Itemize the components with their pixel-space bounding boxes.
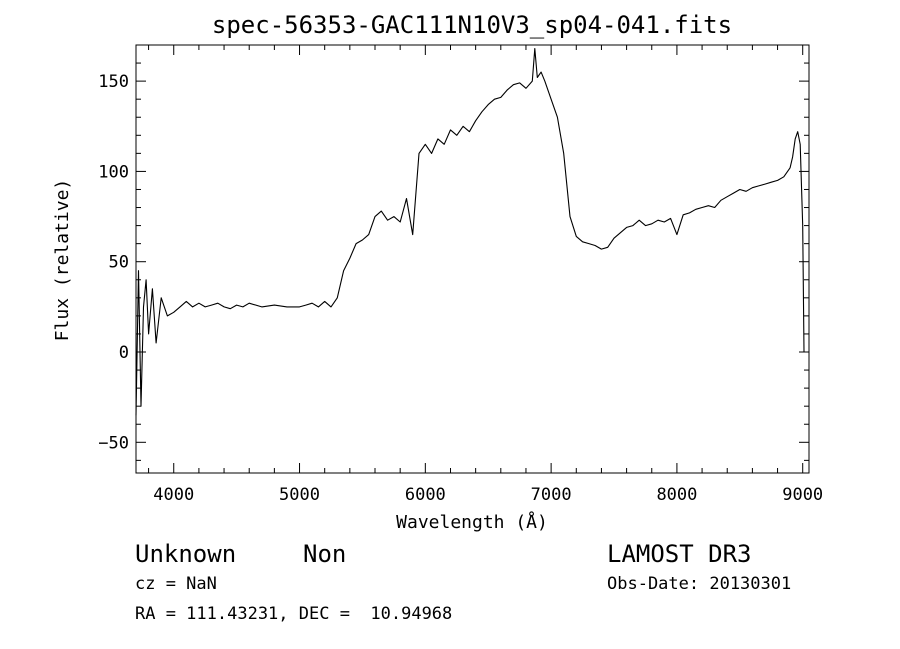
x-tick-label: 4000 [153, 485, 194, 505]
y-tick-label: −50 [98, 433, 129, 453]
object-class: Unknown [135, 540, 237, 568]
axis-ticks [136, 44, 809, 473]
x-axis-label: Wavelength (Å) [396, 511, 548, 533]
y-axis-label: Flux (relative) [52, 179, 73, 342]
x-tick-label: 7000 [531, 485, 572, 505]
plot-frame [135, 44, 810, 474]
y-tick-label: 50 [109, 253, 129, 273]
redshift-value: cz = NaN [135, 574, 217, 594]
y-tick-label: 100 [98, 162, 129, 182]
spectrum-line [135, 48, 805, 416]
x-tick-label: 8000 [656, 485, 697, 505]
observation-date: Obs-Date: 20130301 [607, 574, 792, 594]
chart-title: spec-56353-GAC111N10V3_sp04-041.fits [212, 11, 732, 39]
object-subclass: Non [303, 540, 347, 568]
survey-label: LAMOST DR3 [607, 540, 752, 568]
y-tick-label: 150 [98, 72, 129, 92]
x-tick-label: 9000 [782, 485, 823, 505]
y-tick-label: 0 [119, 343, 129, 363]
coordinates: RA = 111.43231, DEC = 10.94968 [135, 604, 453, 624]
x-tick-label: 6000 [405, 485, 446, 505]
tick-labels: 4000 5000 6000 7000 8000 9000 −50 0 50 100 150 [98, 72, 823, 505]
x-tick-label: 5000 [279, 485, 320, 505]
